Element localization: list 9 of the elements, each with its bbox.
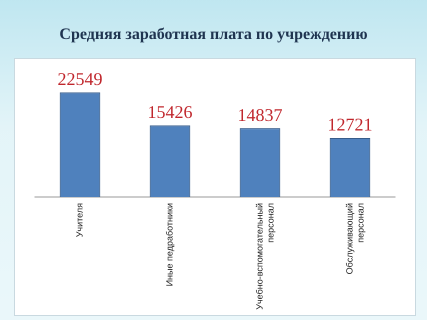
x-tick-label: Иные педработники	[164, 203, 174, 286]
data-label: 15426	[148, 102, 192, 122]
chart-title: Средняя заработная плата по учреждению	[58, 26, 369, 44]
x-tick-label: Обслуживающий персонал	[344, 203, 366, 274]
x-tick-label: Учителя	[74, 202, 84, 238]
x-tick-label: Учебно-вспомогательный персонал	[254, 203, 276, 310]
data-label: 14837	[238, 104, 282, 125]
data-label: 12721	[328, 114, 372, 135]
data-label: 22549	[58, 69, 102, 90]
